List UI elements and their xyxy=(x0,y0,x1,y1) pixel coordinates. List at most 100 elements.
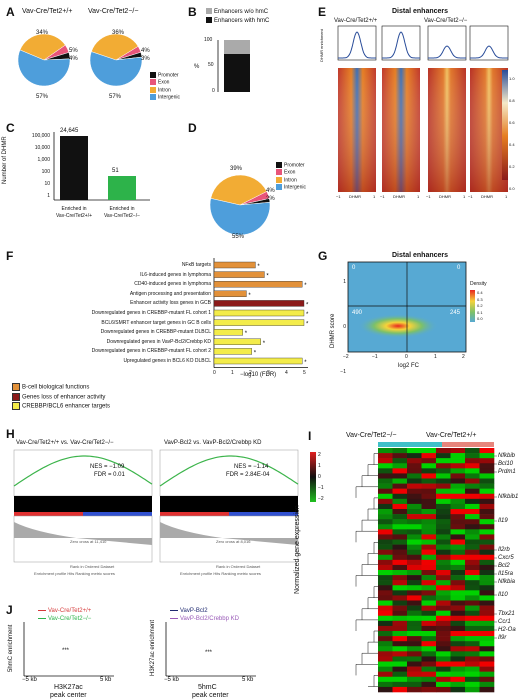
heat-cell xyxy=(378,585,393,591)
heat-cell xyxy=(407,473,422,479)
heat-cell xyxy=(392,681,408,688)
pie-slice-intron xyxy=(210,174,268,206)
gsea-right-zero: Zero cross at 8,016 xyxy=(216,539,251,544)
heat-cell xyxy=(378,590,393,596)
gene-label-cxcr5: Cxcr5 xyxy=(498,555,514,561)
heat-cell xyxy=(407,539,422,545)
panel-b-tick-100: 100 xyxy=(204,37,213,43)
heat-cell xyxy=(465,641,480,647)
heatmap-fade-1 xyxy=(382,68,420,192)
panel-c-yticks: 100,000 10,000 1,000 100 10 1 xyxy=(16,130,50,202)
heat-cell xyxy=(421,595,437,601)
intron-swatch xyxy=(150,86,156,93)
heat-cell xyxy=(407,656,422,662)
heat-cell xyxy=(465,463,480,469)
heatmap-col-right: Vav-Cre/Tet2+/+ xyxy=(426,432,477,439)
f-bar-0 xyxy=(213,261,256,269)
heat-cell xyxy=(465,605,480,611)
f-row-label-4: Enhancer activity loss genes in GCB xyxy=(130,300,211,307)
heat-cell xyxy=(479,590,495,596)
expression-colorscale xyxy=(310,452,316,502)
heat-cell xyxy=(392,493,408,500)
pie-a-left-intron-pct: 34% xyxy=(36,30,49,36)
heatmap-fade-2 xyxy=(428,68,466,192)
gsea-curve-0 xyxy=(13,455,153,487)
heat-cell xyxy=(479,595,495,601)
pie-slice-intron xyxy=(91,33,139,61)
heat-cell xyxy=(450,656,466,662)
heat-cell xyxy=(378,656,393,662)
heat-cell xyxy=(450,600,466,606)
orange-swatch xyxy=(12,383,20,391)
heat-cell xyxy=(436,564,451,571)
gsea-right-nes: NES = −1.14 xyxy=(234,464,269,470)
heat-cell xyxy=(465,580,480,586)
j-right-xlabel2: peak center xyxy=(192,692,229,699)
heat-cell xyxy=(392,575,408,581)
heat-cell xyxy=(479,636,495,642)
heat-cell xyxy=(436,620,451,627)
heat-cell xyxy=(465,575,480,581)
gsea-right-legend: Enrichment profile Hits Ranking metric s… xyxy=(180,571,261,576)
e-xlabel-5: 1 xyxy=(417,194,420,199)
f-star-10: * xyxy=(304,360,307,366)
heat-cell xyxy=(465,676,480,683)
gray-swatch xyxy=(206,8,212,15)
heat-cell xyxy=(378,605,393,611)
heat-cell xyxy=(378,661,393,667)
heat-cell xyxy=(421,676,437,683)
heat-cell xyxy=(465,625,480,632)
heat-cell xyxy=(436,448,451,454)
heat-cell xyxy=(450,610,466,617)
profile-curve-0 xyxy=(338,31,376,59)
heat-cell xyxy=(450,529,466,535)
cat1-line2: Vav-Cre/Tet2+/+ xyxy=(55,213,93,219)
pie-a-right-exon-pct: 4% xyxy=(141,48,150,54)
heat-cell xyxy=(465,509,480,515)
heat-cell xyxy=(479,519,495,525)
group-bar-tet2-ko xyxy=(378,442,442,447)
heat-cell xyxy=(407,676,422,683)
profile-curves xyxy=(24,622,256,677)
heat-cell xyxy=(479,631,495,637)
heat-cell xyxy=(436,646,451,652)
heat-cell xyxy=(421,529,437,535)
panel-b-legend: Enhancers w/o hmC Enhancers with hmC xyxy=(206,8,269,26)
heat-cell xyxy=(465,585,480,591)
heat-cell xyxy=(392,529,408,535)
heat-cell xyxy=(407,448,422,454)
heat-cell xyxy=(407,519,422,525)
panel-g-title: Distal enhancers xyxy=(392,252,449,259)
heat-cell xyxy=(479,534,495,540)
pie-slice-intergenic xyxy=(17,49,71,87)
heat-cell xyxy=(421,509,437,515)
heat-cell xyxy=(421,641,437,647)
heat-cell xyxy=(465,671,480,678)
pie-d-promoter-pct: 2% xyxy=(266,196,275,202)
heat-cell xyxy=(450,539,466,545)
heat-cell xyxy=(479,666,495,672)
heat-cell xyxy=(378,519,393,525)
heat-cell xyxy=(421,519,437,525)
heat-cell xyxy=(421,620,437,627)
heat-cell xyxy=(465,524,480,530)
heat-cell xyxy=(392,478,408,484)
heat-cell xyxy=(450,554,466,561)
heat-cell xyxy=(378,453,393,459)
gene-label-il10: Il10 xyxy=(498,592,508,598)
heat-cell xyxy=(378,636,393,642)
gsea-curve-1 xyxy=(159,455,299,487)
heat-cell xyxy=(450,575,466,581)
heat-cell xyxy=(407,686,422,693)
heat-cell xyxy=(450,651,466,657)
heat-cell xyxy=(436,625,451,632)
heat-cell xyxy=(407,458,422,464)
heat-cell xyxy=(378,544,393,550)
density-blob xyxy=(358,314,438,338)
panel-label-d: D xyxy=(188,121,197,135)
heat-cell xyxy=(392,519,408,525)
heat-cell xyxy=(407,544,422,550)
panel-c-cat1: Enriched in Vav-Cre/Tet2+/+ xyxy=(54,206,94,220)
heat-cell xyxy=(465,483,480,489)
heat-cell xyxy=(465,554,480,561)
